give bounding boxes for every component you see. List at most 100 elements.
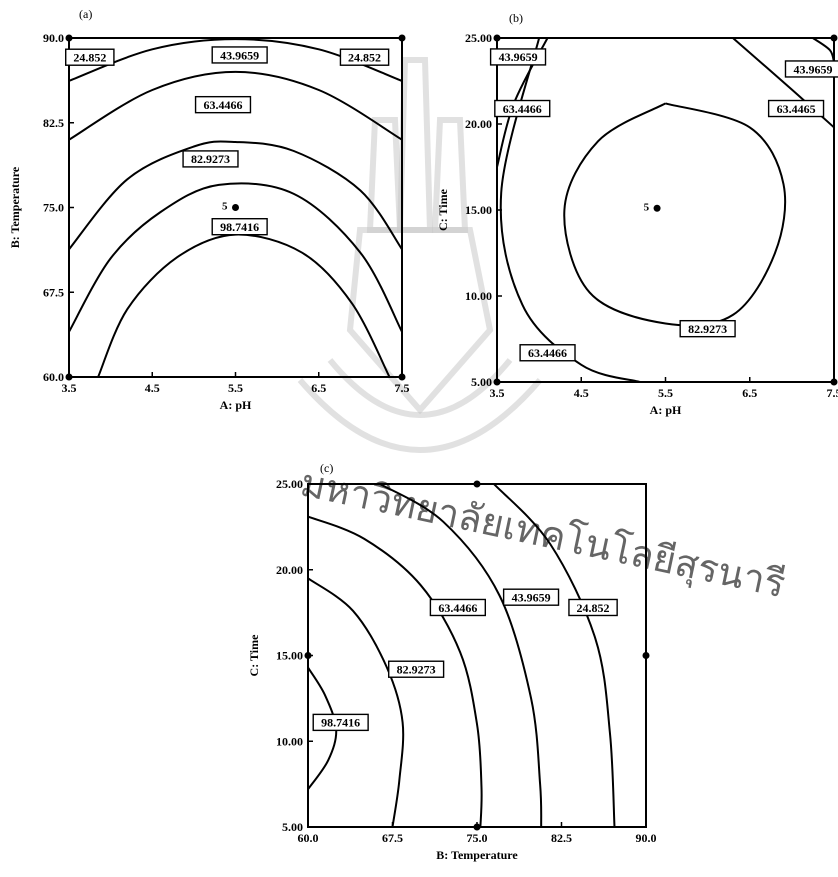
x-tick-label: 5.5 — [228, 381, 243, 395]
contour-line — [97, 233, 391, 377]
svg-text:24.852: 24.852 — [73, 51, 106, 65]
svg-text:43.9659: 43.9659 — [220, 48, 259, 62]
y-tick-label: 15.00 — [465, 203, 492, 217]
y-axis-label: C: Time — [247, 634, 261, 677]
svg-text:24.852: 24.852 — [577, 601, 610, 615]
svg-text:43.9659: 43.9659 — [793, 62, 832, 76]
y-tick-label: 20.00 — [465, 117, 492, 131]
y-tick-label: 15.00 — [276, 649, 303, 663]
contour-label: 63.4465 — [767, 99, 825, 118]
design-point — [830, 34, 838, 42]
y-axis-label: B: Temperature — [8, 166, 22, 248]
contour-label: 98.7416 — [211, 218, 268, 236]
contour-label: 63.4466 — [194, 95, 252, 114]
x-axis-label: B: Temperature — [436, 848, 518, 862]
design-point — [493, 378, 501, 386]
x-tick-label: 6.5 — [311, 381, 326, 395]
contour-label: 63.4466 — [519, 344, 576, 362]
x-axis-label: A: pH — [220, 398, 252, 412]
contour-line — [493, 484, 616, 827]
design-point — [473, 480, 481, 488]
svg-text:98.7416: 98.7416 — [220, 220, 259, 234]
y-tick-label: 60.0 — [43, 370, 64, 384]
contour-lines — [308, 484, 616, 827]
contour-panel-b: (b) 3.5 4.5 5.5 6.5 7.5 5.00 10.00 15.00 20.00 25.… — [436, 11, 838, 417]
panel-tag: (a) — [79, 7, 92, 21]
svg-text:24.852: 24.852 — [348, 51, 381, 65]
x-axis-label: A: pH — [650, 403, 682, 417]
design-point — [232, 204, 239, 211]
svg-text:82.9273: 82.9273 — [397, 663, 436, 677]
x-tick-label: 5.5 — [658, 386, 673, 400]
contour-label: 98.7416 — [312, 713, 369, 732]
plot-frame — [496, 37, 835, 383]
design-point — [830, 378, 838, 386]
x-tick-label: 3.5 — [490, 386, 505, 400]
x-tick-label: 7.5 — [395, 381, 410, 395]
design-point-label: 5 — [644, 201, 650, 213]
y-tick-label: 5.00 — [282, 820, 303, 834]
contour-line — [812, 38, 834, 63]
y-tick-label: 5.00 — [471, 375, 492, 389]
svg-text:82.9273: 82.9273 — [191, 152, 230, 166]
design-point — [493, 34, 501, 42]
y-tick-label: 82.5 — [43, 116, 64, 130]
contour-label: 43.9659 — [784, 60, 838, 78]
contour-label: 24.852 — [568, 598, 618, 617]
contour-line — [732, 38, 834, 129]
panel-tag: (c) — [320, 461, 333, 475]
svg-text:43.9659: 43.9659 — [512, 590, 551, 604]
x-tick-label: 75.0 — [467, 831, 488, 845]
x-tick-label: 6.5 — [742, 386, 757, 400]
y-tick-label: 25.00 — [276, 477, 303, 491]
contour-label: 43.9659 — [502, 588, 560, 606]
svg-text:63.4465: 63.4465 — [777, 102, 816, 116]
svg-text:43.9659: 43.9659 — [499, 50, 538, 64]
design-point — [304, 652, 312, 659]
contour-line — [69, 70, 402, 141]
x-tick-label: 82.5 — [551, 831, 572, 845]
x-tick-label: 4.5 — [145, 381, 160, 395]
panel-tag: (b) — [509, 11, 523, 25]
contour-line — [69, 182, 402, 333]
x-tick-label: 90.0 — [636, 831, 657, 845]
design-point — [398, 34, 406, 42]
y-tick-label: 67.5 — [43, 285, 64, 299]
svg-text:98.7416: 98.7416 — [321, 716, 360, 730]
contour-label: 24.852 — [65, 48, 115, 66]
contour-label: 63.4466 — [429, 598, 486, 617]
design-point — [642, 652, 650, 659]
design-point — [653, 204, 661, 212]
contour-label: 82.9273 — [388, 660, 445, 678]
x-tick-label: 60.0 — [298, 831, 319, 845]
contour-label: 82.9273 — [182, 150, 239, 168]
contour-label: 43.9659 — [211, 46, 268, 64]
design-point — [398, 373, 406, 381]
contour-line — [563, 102, 787, 327]
contour-line — [308, 515, 483, 827]
design-point-label: 5 — [222, 201, 228, 213]
x-tick-label: 7.5 — [827, 386, 838, 400]
contour-line — [499, 38, 641, 382]
svg-text:82.9273: 82.9273 — [688, 322, 727, 336]
contour-lines — [497, 38, 834, 382]
contour-label: 63.4466 — [494, 99, 551, 118]
contour-label: 82.9273 — [679, 319, 736, 338]
x-tick-label: 67.5 — [382, 831, 403, 845]
contour-line — [308, 577, 405, 827]
y-tick-label: 10.00 — [276, 734, 303, 748]
y-tick-label: 20.00 — [276, 563, 303, 577]
x-tick-label: 4.5 — [574, 386, 589, 400]
design-point — [65, 34, 73, 42]
contour-label: 43.9659 — [489, 48, 547, 66]
y-tick-label: 75.0 — [43, 201, 64, 215]
contour-panel-a: (a) 3.5 4.5 5.5 6.5 7.5 60.0 67.5 75.0 82.5 90.0 A:… — [8, 7, 410, 412]
x-tick-label: 3.5 — [62, 381, 77, 395]
y-tick-label: 10.00 — [465, 289, 492, 303]
svg-text:63.4466: 63.4466 — [204, 98, 243, 112]
contour-line — [379, 484, 543, 827]
y-tick-label: 90.0 — [43, 31, 64, 45]
design-point — [473, 823, 481, 831]
svg-text:63.4466: 63.4466 — [503, 102, 542, 116]
